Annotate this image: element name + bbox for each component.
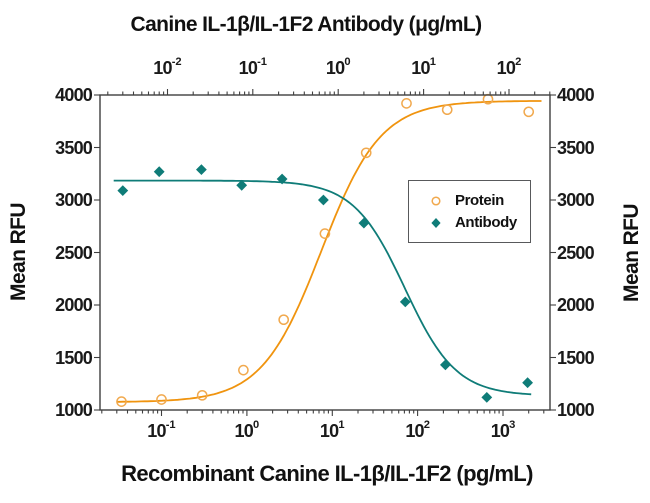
y-axis-ticks (94, 94, 556, 411)
open-circle-icon (431, 195, 441, 206)
bottom-axis-ticks (101, 410, 545, 416)
antibody-points (117, 164, 533, 403)
antibody-curve (113, 179, 532, 396)
legend: Protein Antibody (408, 180, 531, 243)
filled-diamond-icon (431, 217, 441, 228)
top-axis-title: Canine IL-1β/IL-1F2 Antibody (μg/mL) (130, 13, 483, 36)
legend-antibody-diamond (431, 217, 441, 228)
bottom-axis-title: Recombinant Canine IL-1β/IL-1F2 (pg/mL) (121, 461, 533, 486)
legend-label-antibody: Antibody (455, 214, 517, 231)
top-axis-ticks (107, 89, 551, 95)
legend-item-antibody: Antibody (427, 214, 530, 232)
protein-curve (117, 100, 542, 403)
protein-points (116, 93, 535, 407)
legend-item-protein: Protein (427, 192, 530, 210)
plot-border (99, 94, 551, 411)
legend-protein-circle (431, 195, 441, 206)
legend-label-protein: Protein (455, 192, 504, 209)
